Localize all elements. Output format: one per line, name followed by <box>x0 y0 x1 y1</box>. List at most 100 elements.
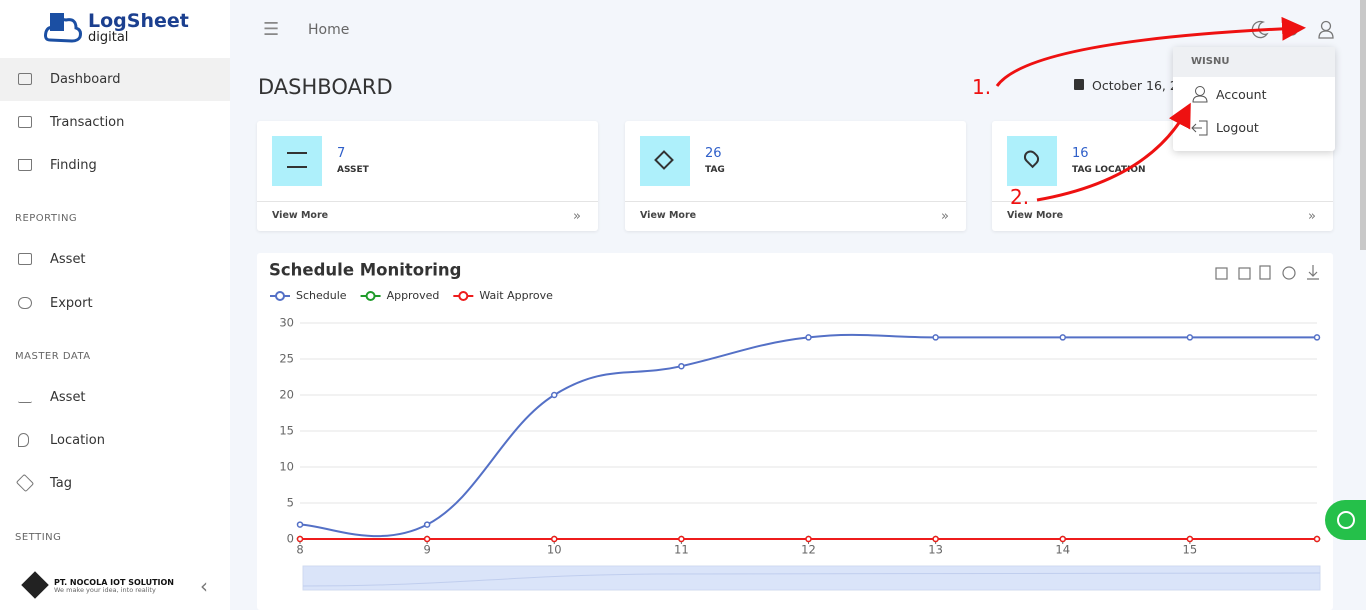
point <box>1186 535 1194 543</box>
divider <box>257 201 598 202</box>
card-value: 7 <box>337 146 346 161</box>
dropdown-item[interactable]: Account <box>1216 87 1267 102</box>
point <box>1059 334 1066 341</box>
company-logo <box>21 571 49 599</box>
menu-item[interactable]: Location <box>50 433 105 448</box>
arrow[interactable]: » <box>941 209 949 224</box>
point <box>678 362 685 370</box>
icon <box>18 297 32 309</box>
icon <box>15 473 35 493</box>
stat-card: 26 TAG View More » <box>625 121 966 231</box>
sidebar: LogSheet digital Dashboard Transaction F… <box>0 0 230 610</box>
arrow[interactable]: » <box>1308 209 1316 224</box>
menu-item[interactable]: Asset <box>50 252 86 267</box>
icon <box>18 253 32 265</box>
card-link[interactable]: View More <box>272 210 329 221</box>
y-tick-label: 25 <box>279 352 294 366</box>
breadcrumb[interactable]: Home <box>308 22 350 38</box>
data-zoom-window[interactable] <box>303 566 1320 590</box>
card-value: 26 <box>705 146 722 161</box>
section-title: SETTING <box>15 532 62 543</box>
settings-icon[interactable] <box>1286 24 1298 36</box>
page-title: DASHBOARD <box>258 75 393 99</box>
chart-card: Schedule Monitoring 0 5 10 15 20 25 30 8 9 10 11 12… <box>257 253 1333 610</box>
card-icon <box>640 136 690 186</box>
line <box>299 333 1317 538</box>
legend-label[interactable]: Approved <box>387 289 440 302</box>
user-icon-body <box>1318 30 1334 39</box>
company-tagline: We make your idea, into reality <box>54 586 156 594</box>
point <box>423 521 431 528</box>
chart-title: Schedule Monitoring <box>269 261 461 280</box>
y-tick-label: 0 <box>287 532 294 546</box>
whatsapp-button[interactable] <box>1325 500 1366 540</box>
section-title: REPORTING <box>15 213 78 224</box>
active-item-bg <box>0 58 230 101</box>
menu-item[interactable]: Tag <box>50 476 73 491</box>
menu-item[interactable]: Asset <box>50 390 86 405</box>
card-icon <box>272 136 322 186</box>
x-tick-label: 8 <box>296 543 303 557</box>
logo-subtitle: digital <box>88 30 129 45</box>
legend-label[interactable]: Wait Approve <box>479 289 553 302</box>
card-label: TAG LOCATION <box>1072 165 1146 175</box>
annotation-label: 1. <box>972 75 991 99</box>
stat-card: 7 ASSET View More » <box>257 121 598 231</box>
point <box>296 535 304 543</box>
legend-marker <box>458 291 469 301</box>
theme-icon[interactable] <box>1251 20 1269 39</box>
dropdown-item[interactable]: Logout <box>1216 120 1259 135</box>
point <box>1313 535 1321 543</box>
icon <box>18 116 32 128</box>
y-tick-label: 15 <box>279 424 294 438</box>
topbar-icons <box>1251 20 1334 39</box>
divider <box>992 201 1333 202</box>
icon <box>1192 86 1208 103</box>
logo-icon <box>44 13 82 43</box>
point <box>1186 334 1194 341</box>
divider <box>625 201 966 202</box>
point <box>1059 535 1066 543</box>
icon <box>18 391 32 403</box>
card-label: TAG <box>705 165 725 175</box>
card-link[interactable]: View More <box>1007 210 1064 221</box>
point <box>296 521 304 528</box>
x-tick-label: 10 <box>547 543 562 557</box>
menu-item[interactable]: Dashboard <box>50 72 121 87</box>
point <box>932 334 939 341</box>
calendar-icon <box>1074 79 1084 90</box>
chart: Schedule Monitoring 0 5 10 15 20 25 30 8 9 10 11 12… <box>269 261 1321 591</box>
user-icon[interactable] <box>1320 20 1332 32</box>
point <box>678 535 685 543</box>
point <box>932 535 939 543</box>
card-link[interactable]: View More <box>640 210 697 221</box>
icon <box>18 159 32 171</box>
data-zoom[interactable] <box>302 565 1321 591</box>
legend-marker <box>275 291 285 301</box>
point <box>1313 334 1321 341</box>
date: October 16, 20 <box>1092 78 1186 93</box>
arrow[interactable]: » <box>573 209 581 224</box>
chart-toolbox[interactable] <box>1215 265 1319 280</box>
y-tick-label: 10 <box>279 460 294 474</box>
x-tick-label: 9 <box>423 543 430 557</box>
point <box>805 334 812 341</box>
user-dropdown: WISNU Account Logout <box>1173 47 1335 151</box>
y-tick-label: 5 <box>287 496 294 510</box>
x-tick-label: 11 <box>674 543 689 557</box>
point <box>805 535 812 543</box>
card-value: 16 <box>1072 146 1089 161</box>
legend-label[interactable]: Schedule <box>296 289 347 302</box>
hamburger[interactable]: ☰ <box>263 19 280 40</box>
legend-marker <box>365 291 376 301</box>
collapse-button[interactable]: ‹ <box>200 574 208 598</box>
whatsapp-icon <box>1337 511 1355 529</box>
menu-item[interactable]: Export <box>50 296 93 311</box>
y-tick-label: 20 <box>279 388 294 402</box>
scrollbar[interactable] <box>1360 0 1366 250</box>
menu-item[interactable]: Transaction <box>50 115 125 130</box>
point <box>551 391 558 399</box>
menu-item[interactable]: Finding <box>50 158 97 173</box>
point <box>551 535 558 543</box>
x-tick-label: 12 <box>801 543 816 557</box>
